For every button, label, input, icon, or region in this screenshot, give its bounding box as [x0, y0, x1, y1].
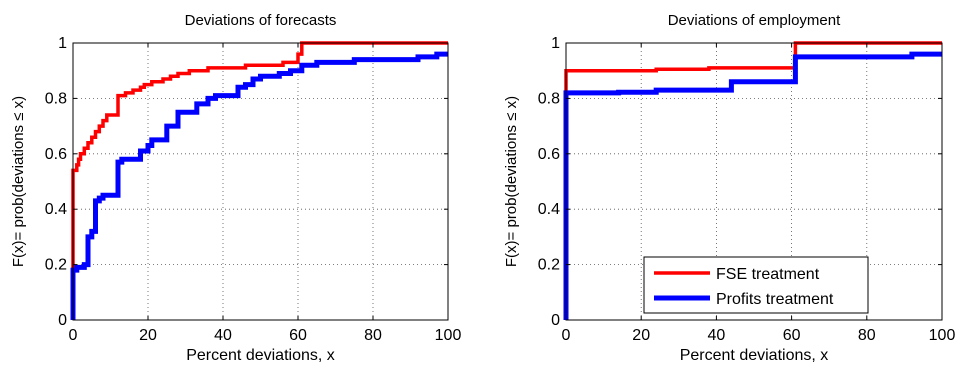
y-axis-label: F(x)= prob(deviations ≤ x)	[503, 96, 520, 267]
chart-title: Deviations of employment	[668, 12, 841, 29]
chart-title: Deviations of forecasts	[185, 12, 337, 29]
axes-frame	[565, 42, 943, 321]
series-line-blue	[563, 51, 942, 320]
legend: FSE treatment Profits treatment	[643, 256, 869, 314]
x-tick-label: 40	[214, 327, 232, 344]
series-line-blue	[70, 51, 448, 320]
grid	[73, 43, 448, 320]
y-tick-label: 0.4	[538, 201, 560, 218]
x-tick-label: 100	[929, 327, 956, 344]
y-tick-label: 0.8	[45, 90, 67, 107]
x-axis-label: Percent deviations, x	[186, 347, 335, 364]
y-tick-label: 0.6	[538, 146, 560, 163]
series-layer	[70, 41, 448, 320]
y-tick-label: 0	[58, 312, 67, 329]
series-line-red	[71, 41, 448, 320]
x-tick-label: 60	[289, 327, 307, 344]
series-layer	[563, 41, 942, 320]
chart-forecasts: 0 20 40 60 80 100 0 0.2 0.4 0.6 0.8 1 Deviations of…	[10, 12, 461, 364]
ticks: 0 20 40 60 80 100 0 0.2 0.4 0.6 0.8 1	[45, 35, 462, 344]
x-tick-label: 80	[364, 327, 382, 344]
series-line-red	[564, 41, 942, 320]
y-tick-label: 1	[58, 35, 67, 52]
ticks: 0 20 40 60 80 100 0 0.2 0.4 0.6 0.8 1	[538, 35, 956, 344]
y-tick-label: 0.2	[45, 257, 67, 274]
legend-label-profits: Profits treatment	[716, 291, 834, 308]
plot-area	[73, 43, 448, 320]
y-tick-label: 1	[551, 35, 560, 52]
y-tick-label: 0.4	[45, 201, 67, 218]
x-tick-label: 20	[632, 327, 650, 344]
y-tick-label: 0.6	[45, 146, 67, 163]
y-tick-label: 0	[551, 312, 560, 329]
x-tick-label: 0	[562, 327, 571, 344]
legend-label-fse: FSE treatment	[716, 266, 820, 283]
x-tick-label: 0	[69, 327, 78, 344]
chart-employment: 0 20 40 60 80 100 0 0.2 0.4 0.6 0.8 1 Deviations of…	[503, 12, 955, 364]
x-tick-label: 20	[139, 327, 157, 344]
y-tick-label: 0.2	[538, 257, 560, 274]
x-tick-label: 60	[783, 327, 801, 344]
x-tick-label: 80	[858, 327, 876, 344]
axes-frame	[72, 42, 449, 321]
y-tick-label: 0.8	[538, 90, 560, 107]
x-axis-label: Percent deviations, x	[680, 347, 829, 364]
legend-box	[643, 256, 869, 314]
y-axis-label: F(x)= prob(deviations ≤ x)	[10, 96, 27, 267]
x-tick-label: 100	[435, 327, 462, 344]
x-tick-label: 40	[708, 327, 726, 344]
